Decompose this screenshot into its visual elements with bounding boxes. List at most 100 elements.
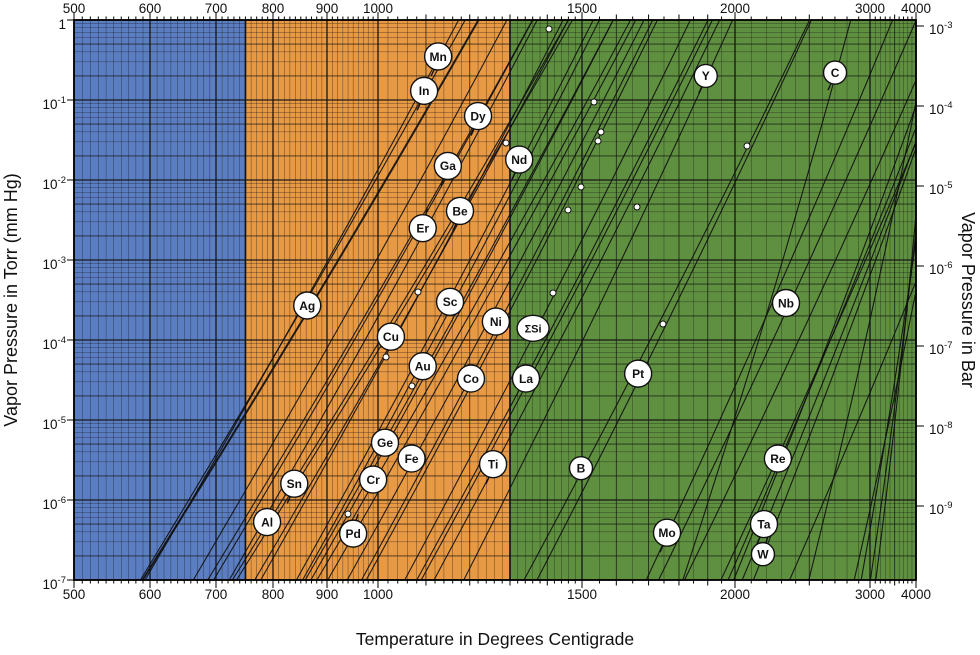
y-tick-label-left: 10-1 [43, 95, 66, 112]
curve-Ta [741, 139, 916, 580]
curve-unlabeled [789, 279, 916, 580]
curve-Ti [433, 20, 721, 580]
melting-point-marker [564, 206, 572, 214]
element-bubble-Re [763, 444, 793, 473]
curve-W [752, 146, 916, 580]
x-tick-label-bottom: 3000 [855, 587, 885, 602]
melting-point-marker [414, 288, 422, 296]
y-tick-label-left: 1 [58, 17, 66, 32]
melting-point-marker [597, 128, 605, 136]
curve-Y [463, 20, 734, 580]
melting-point-marker [408, 382, 416, 390]
element-symbol-Ga: Ga [440, 159, 456, 173]
curve-unlabeled [733, 104, 916, 580]
x-tick-label-bottom: 1500 [567, 587, 597, 602]
element-bubble-Cr [358, 465, 388, 494]
element-symbol-Re: Re [770, 452, 786, 466]
x-tick-label-bottom: 1000 [363, 587, 393, 602]
element-symbol-Sn: Sn [287, 477, 302, 491]
element-symbol-Dy: Dy [470, 109, 486, 123]
y-tick-label-left: 10-6 [43, 495, 66, 512]
element-bubble-W [750, 542, 776, 567]
y-tick-label-right: 10-9 [929, 500, 952, 517]
curve-Ni [361, 20, 654, 580]
element-bubble-Co [456, 364, 486, 393]
element-bubble-B [568, 455, 594, 481]
curve-ΣSi [404, 20, 691, 580]
element-bubble-Pt [623, 359, 653, 388]
element-symbol-Ti: Ti [488, 458, 498, 472]
element-symbol-Ni: Ni [490, 315, 502, 329]
element-symbol-Pt: Pt [632, 367, 644, 381]
x-tick-label-top: 500 [63, 1, 86, 16]
curve-Sn [236, 20, 573, 580]
element-bubble-C [822, 60, 848, 85]
x-tick-label-top: 800 [262, 1, 285, 16]
element-bubble-Ag [293, 291, 322, 320]
x-axis-title: Temperature in Degrees Centigrade [356, 629, 634, 649]
element-symbol-Nd: Nd [511, 153, 527, 167]
curve-Dy [213, 20, 534, 580]
melting-point-marker [594, 137, 602, 145]
element-bubble-Dy [463, 101, 493, 131]
melting-point-marker [659, 320, 667, 328]
element-bubble-Ni [481, 307, 511, 336]
melting-point-marker [549, 289, 557, 297]
y-tick-label-right: 10-8 [929, 420, 952, 437]
element-symbol-B: B [577, 461, 586, 475]
x-tick-label-top: 600 [139, 1, 162, 16]
element-bubble-Fe [397, 444, 426, 473]
y-tick-label-right: 10-3 [929, 20, 952, 37]
element-bubble-Ge [370, 428, 400, 457]
melting-point-marker [382, 353, 390, 361]
element-bubble-Al [252, 507, 282, 537]
x-tick-label-bottom: 700 [205, 587, 228, 602]
element-bubble-Sc [435, 287, 465, 317]
curve-unlabeled [416, 20, 709, 580]
element-bubble-Er [408, 213, 437, 243]
melting-point-marker [545, 25, 553, 33]
x-tick-label-top: 2000 [720, 1, 750, 16]
x-tick-label-bottom: 800 [262, 587, 285, 602]
curve-B [523, 20, 811, 580]
element-symbol-Cr: Cr [366, 473, 380, 487]
curve-unlabeled [853, 288, 916, 580]
x-tick-label-bottom: 900 [316, 587, 339, 602]
x-tick-label-top: 700 [205, 1, 228, 16]
curve-unlabeled [192, 20, 508, 580]
element-bubble-Cu [376, 322, 406, 351]
x-tick-label-top: 900 [316, 1, 339, 16]
x-tick-label-top: 1500 [567, 1, 597, 16]
y-tick-label-right: 10-7 [929, 340, 952, 357]
curve-Pt [536, 20, 812, 580]
x-tick-label-bottom: 2000 [720, 587, 750, 602]
curve-unlabeled [684, 78, 916, 580]
element-bubble-Be [445, 196, 475, 226]
element-bubble-La [511, 364, 541, 393]
y-tick-label-left: 10-5 [43, 415, 66, 432]
y-tick-label-left: 10-3 [43, 255, 66, 272]
element-bubble-In [409, 76, 439, 106]
x-tick-label-top: 4000 [901, 1, 931, 16]
y-axis-title-right: Vapor Pressure in Bar [958, 212, 978, 388]
element-labels: Mn In Dy Ga Nd Be Er Ag Sc Ni ΣSi Cu Au Co La Pt Nb Y C Ge F… [252, 42, 848, 567]
element-symbol-C: C [831, 66, 840, 80]
element-symbol-ΣSi: ΣSi [525, 323, 542, 335]
curve-La [420, 20, 713, 580]
melting-point-marker [502, 139, 510, 147]
axes: 500 500 600 600 700 700 800 800 900 900 1000 1000 15… [43, 1, 953, 602]
element-symbol-Er: Er [416, 221, 429, 235]
element-symbol-Nb: Nb [778, 296, 794, 310]
melting-point-marker [633, 203, 641, 211]
curve-Ga [207, 20, 533, 580]
y-tick-label-left: 10-4 [43, 335, 66, 352]
curve-Cr [316, 20, 631, 580]
y-tick-label-left: 10-2 [43, 175, 66, 192]
element-symbol-In: In [419, 84, 430, 98]
element-symbol-W: W [757, 548, 769, 562]
y-tick-label-right: 10-5 [929, 180, 952, 197]
curve-unlabeled [808, 98, 916, 580]
y-tick-label-left: 10-7 [43, 575, 66, 592]
element-symbol-Mo: Mo [658, 526, 675, 540]
x-tick-label-bottom: 500 [63, 587, 86, 602]
